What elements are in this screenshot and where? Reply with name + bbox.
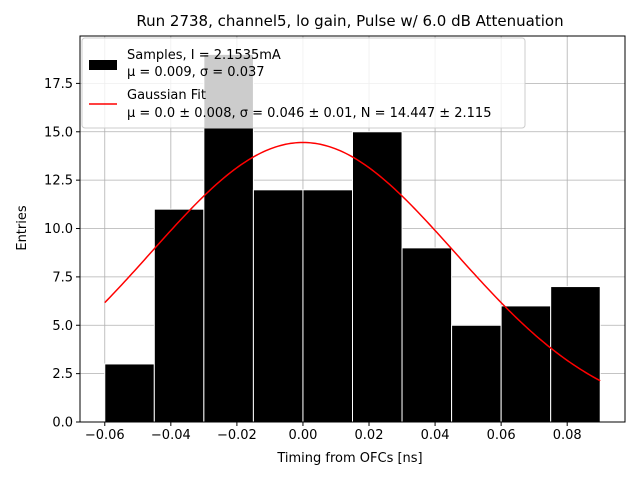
histogram-bar — [500, 305, 552, 423]
x-tick-label: 0.06 — [487, 428, 516, 443]
legend-entry-samples: Samples, I = 2.1535mA — [127, 48, 281, 63]
legend-box — [81, 37, 526, 129]
histogram-bar — [104, 363, 155, 423]
y-tick-label: 5.0 — [52, 319, 73, 334]
x-axis-label: Timing from OFCs [ns] — [276, 451, 422, 466]
x-tick-label: −0.02 — [217, 428, 257, 443]
legend: Samples, I = 2.1535mA μ = 0.009, σ = 0.0… — [81, 37, 526, 129]
histogram-bar — [401, 247, 453, 423]
x-tick-label: −0.04 — [151, 428, 191, 443]
gaussian-fit-line — [104, 141, 601, 382]
x-tick-label: 0.04 — [421, 428, 450, 443]
y-tick-label: 17.5 — [44, 77, 73, 92]
x-tick-label: 0.00 — [288, 428, 317, 443]
x-tick-label: 0.08 — [553, 428, 582, 443]
legend-entry-fit-stats: μ = 0.0 ± 0.008, σ = 0.046 ± 0.01, N = 1… — [127, 106, 491, 121]
histogram-bar — [451, 324, 502, 423]
legend-swatch-samples — [89, 60, 117, 70]
histogram-bar — [252, 189, 304, 423]
y-tick-label: 0.0 — [52, 416, 73, 431]
y-axis-ticks: 0.0 2.5 5.0 7.5 10.0 12.5 15.0 17.5 — [44, 77, 80, 431]
x-axis-ticks: −0.06 −0.04 −0.02 0.00 0.02 0.04 0.06 0.08 — [85, 422, 582, 443]
fit-layer — [104, 141, 601, 382]
legend-entry-fit: Gaussian Fit — [127, 88, 206, 103]
histogram-bar — [153, 208, 205, 423]
x-tick-label: 0.02 — [355, 428, 384, 443]
y-tick-label: 12.5 — [44, 174, 73, 189]
y-axis-label: Entries — [15, 205, 30, 251]
y-tick-label: 2.5 — [52, 367, 73, 382]
x-tick-label: −0.06 — [85, 428, 125, 443]
y-tick-label: 7.5 — [52, 270, 73, 285]
histogram-bar — [302, 189, 354, 423]
histogram-bar — [352, 131, 403, 423]
y-tick-label: 10.0 — [44, 222, 73, 237]
legend-entry-samples-stats: μ = 0.009, σ = 0.037 — [127, 65, 265, 80]
y-tick-label: 15.0 — [44, 125, 73, 140]
chart-title: Run 2738, channel5, lo gain, Pulse w/ 6.… — [136, 12, 563, 30]
